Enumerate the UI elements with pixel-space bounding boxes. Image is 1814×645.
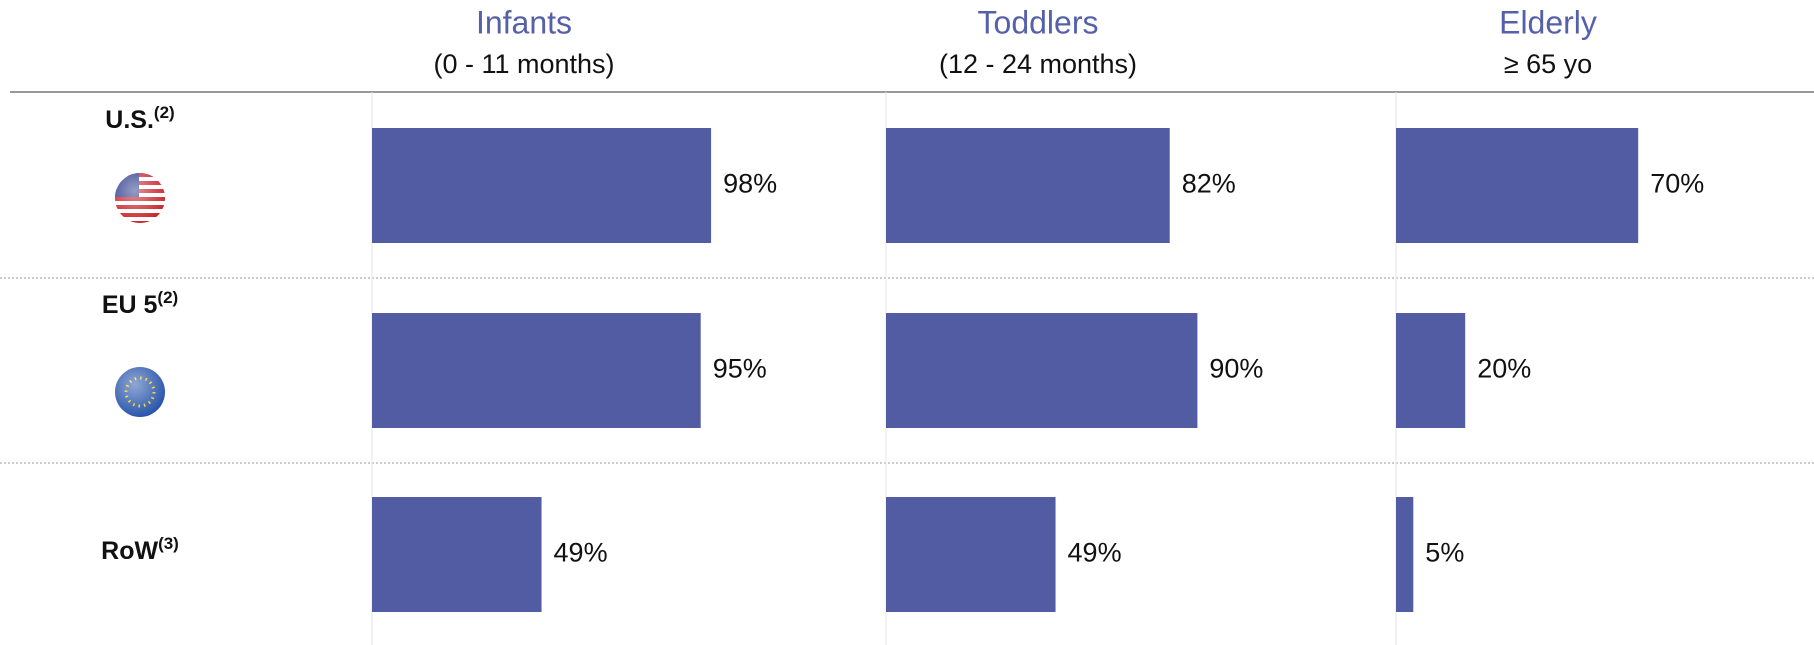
bar [372, 497, 542, 612]
bar [1396, 497, 1414, 612]
bar [886, 128, 1170, 243]
row-note: (3) [158, 534, 179, 553]
row-label: U.S.(2) [105, 103, 174, 133]
column-title: Infants [476, 4, 572, 40]
column-subtitle: (12 - 24 months) [939, 49, 1137, 79]
row-name: RoW [101, 537, 158, 565]
bar [886, 497, 1056, 612]
row-name: U.S. [105, 106, 154, 134]
row-note: (2) [157, 288, 178, 307]
bar [372, 128, 712, 243]
bar [886, 313, 1198, 428]
row-name: EU 5 [102, 291, 158, 319]
value-label: 95% [713, 354, 767, 384]
bar [1396, 128, 1639, 243]
us-flag [115, 173, 165, 223]
value-label: 70% [1650, 169, 1704, 199]
eu-flag [115, 367, 165, 417]
bar [1396, 313, 1466, 428]
value-label: 5% [1425, 538, 1464, 568]
bar [372, 313, 701, 428]
value-label: 90% [1209, 354, 1263, 384]
value-label: 98% [723, 169, 777, 199]
value-label: 49% [1068, 538, 1122, 568]
column-title: Elderly [1499, 4, 1597, 40]
column-subtitle: (0 - 11 months) [433, 49, 614, 79]
value-label: 20% [1477, 354, 1531, 384]
row-label: RoW(3) [101, 534, 179, 564]
row-note: (2) [154, 103, 175, 122]
column-title: Toddlers [978, 4, 1099, 40]
column-subtitle: ≥ 65 yo [1504, 49, 1592, 79]
row-label: EU 5(2) [102, 288, 178, 318]
value-label: 49% [554, 538, 608, 568]
value-label: 82% [1182, 169, 1236, 199]
